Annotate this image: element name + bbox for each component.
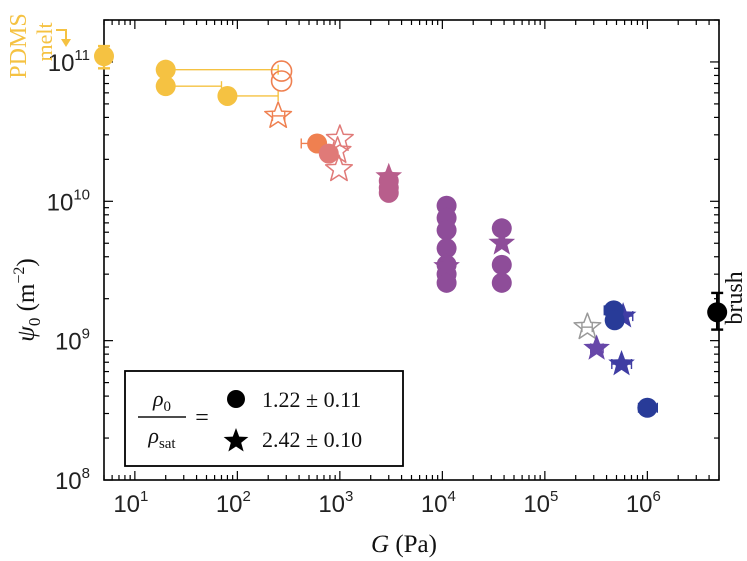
x-tick-label: 106 — [626, 488, 661, 518]
pdms-melt-label-line2: melt — [32, 22, 57, 61]
legend-circle-marker — [227, 390, 245, 408]
pdms-melt-label-line1: PDMS — [6, 13, 32, 78]
circle-marker — [604, 310, 625, 331]
pdms-melt-arrowhead — [61, 39, 71, 47]
y-tick-label: 1010 — [47, 186, 90, 216]
circle-marker — [94, 46, 114, 67]
x-tick-label: 101 — [113, 488, 148, 518]
star-marker — [324, 154, 354, 182]
star-marker — [264, 101, 293, 128]
circle-marker — [270, 60, 293, 82]
ticks-layer: 101 102 103 104 105 106 108 109 1010 1011 — [47, 19, 720, 518]
star-marker — [488, 229, 516, 255]
pdms-melt-arrow — [56, 29, 67, 42]
star-marker — [583, 334, 610, 360]
pdms-melt-annotation: PDMS melt — [6, 13, 71, 79]
circle-marker — [378, 182, 399, 203]
marker-layer — [94, 46, 728, 418]
legend-ratio-numerator: ρ0 — [152, 386, 171, 415]
y-tick-label: 108 — [55, 465, 90, 495]
circle-marker — [155, 59, 176, 80]
circle-marker — [436, 220, 457, 241]
legend-star-marker — [223, 428, 249, 452]
y-tick-label: 1011 — [48, 47, 90, 77]
brush-label: brush — [722, 271, 747, 324]
circle-marker — [436, 272, 457, 293]
circle-marker — [155, 76, 176, 97]
star-marker — [608, 349, 635, 376]
legend: ρ0 ρsat = 1.22 ± 0.11 2.42 ± 0.10 — [124, 370, 404, 467]
legend-entry-circle-label: 1.22 ± 0.11 — [262, 387, 361, 412]
circle-marker — [491, 272, 512, 293]
star-marker — [609, 302, 637, 328]
circle-marker — [707, 302, 728, 323]
star-marker — [375, 162, 403, 189]
x-tick-label: 104 — [421, 488, 456, 518]
x-tick-label: 105 — [523, 488, 558, 518]
circle-marker — [270, 70, 293, 92]
circle-marker — [436, 238, 457, 259]
x-axis-label: G (Pa) — [371, 531, 437, 558]
legend-equals: = — [195, 405, 209, 431]
y-tick-label: 109 — [55, 326, 90, 356]
legend-entry-star-label: 2.42 ± 0.10 — [262, 427, 362, 452]
circle-marker — [217, 85, 238, 106]
legend-ratio-denominator: ρsat — [147, 423, 176, 452]
circle-marker — [491, 218, 512, 239]
star-marker — [433, 252, 460, 278]
circle-marker — [491, 254, 512, 275]
circle-marker — [637, 397, 658, 418]
x-tick-label: 103 — [318, 488, 353, 518]
star-marker — [573, 312, 602, 340]
legend-box — [124, 370, 404, 467]
y-axis-label: ψ0 (m−2) — [11, 258, 44, 341]
x-tick-label: 102 — [216, 488, 251, 518]
